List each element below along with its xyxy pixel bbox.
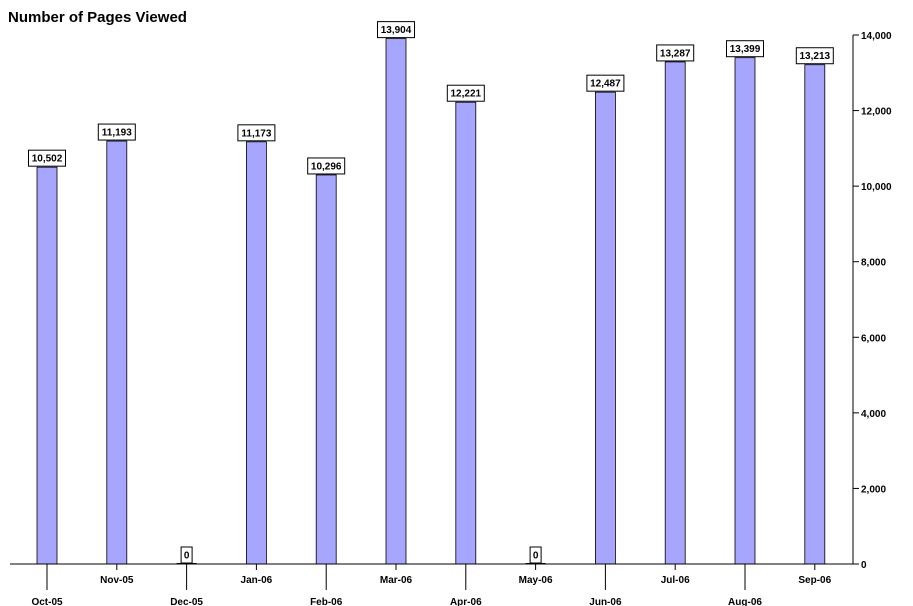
data-label: 10,296 — [311, 161, 342, 172]
bar — [804, 64, 826, 565]
data-label-box — [726, 40, 764, 58]
x-tick-label: Feb-06 — [310, 597, 343, 606]
y-tick-label: 14,000 — [861, 31, 892, 42]
x-tick-label: Oct-05 — [31, 597, 63, 606]
x-tick-label: Jun-06 — [589, 597, 622, 606]
data-label-box — [237, 124, 276, 142]
data-label-box — [529, 546, 542, 564]
x-tick-label: Mar-06 — [380, 575, 413, 586]
data-label-box — [586, 74, 625, 92]
y-tick-label: 4,000 — [861, 409, 886, 420]
bar — [106, 140, 128, 565]
data-label-box — [307, 157, 346, 175]
data-label: 13,904 — [381, 25, 412, 36]
x-tick-label: Dec-05 — [170, 597, 203, 606]
y-tick-label: 10,000 — [861, 182, 892, 193]
y-tick-label: 0 — [861, 560, 867, 571]
data-label-box — [28, 149, 66, 167]
data-label: 11,173 — [241, 128, 271, 139]
bar — [664, 61, 686, 565]
data-label: 10,502 — [32, 154, 63, 165]
bar — [455, 101, 477, 565]
bar — [315, 174, 337, 565]
y-tick-label: 8,000 — [861, 258, 886, 269]
x-tick-label: Jul-06 — [661, 575, 690, 586]
data-labels-group: 10,502 11,193 0 11,173 10,296 13,904 12,221 0 12… — [28, 21, 834, 564]
x-tick-label: Aug-06 — [728, 597, 762, 606]
bar — [734, 57, 756, 565]
bars-group — [36, 38, 826, 565]
x-tick-label: May-06 — [519, 575, 553, 586]
data-label: 12,221 — [451, 89, 482, 100]
bar — [385, 38, 407, 565]
x-tick-label: Jan-06 — [241, 575, 273, 586]
data-label: 12,487 — [590, 79, 621, 90]
data-label-box — [795, 47, 834, 65]
bar — [36, 166, 58, 565]
data-label-box — [377, 21, 415, 39]
data-label: 13,213 — [800, 51, 831, 62]
y-axis: 0 2,000 4,000 6,000 8,000 10,000 12,000 14,000 — [852, 31, 892, 571]
x-tick-label: Sep-06 — [798, 575, 831, 586]
data-label: 11,193 — [102, 128, 132, 139]
x-tick-label: Nov-05 — [100, 575, 134, 586]
y-tick-label: 12,000 — [861, 107, 892, 118]
category-ticks-group: Oct-05 Nov-05 Dec-05 Jan-06 Feb-06 Mar-06 Apr-… — [31, 564, 832, 606]
data-label-box — [180, 546, 193, 564]
x-tick-label: Apr-06 — [450, 597, 482, 606]
data-label: 0 — [533, 551, 539, 562]
chart-title: Number of Pages Viewed — [8, 9, 187, 26]
data-label-box — [97, 123, 136, 141]
data-label: 0 — [184, 551, 190, 562]
data-label-box — [656, 44, 695, 62]
data-label-box — [446, 84, 485, 102]
data-label: 13,399 — [730, 44, 761, 55]
bar — [245, 141, 267, 565]
y-tick-label: 2,000 — [861, 484, 886, 495]
y-tick-label: 6,000 — [861, 333, 886, 344]
bar — [595, 91, 616, 565]
data-label: 13,287 — [660, 48, 691, 59]
